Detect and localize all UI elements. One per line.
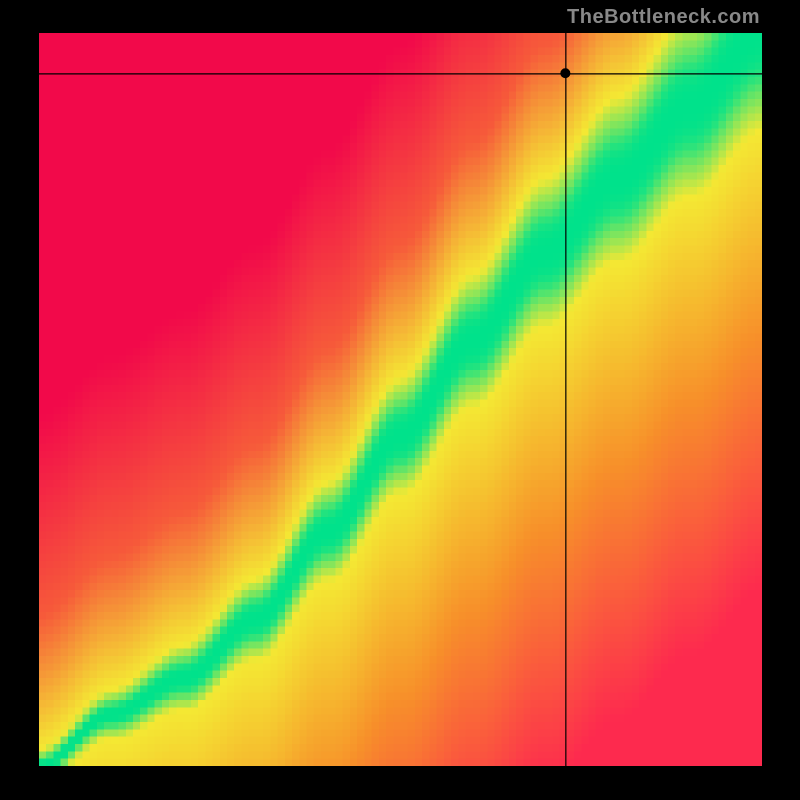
watermark-text: TheBottleneck.com <box>567 6 760 29</box>
marker-overlay <box>39 33 762 766</box>
chart-container: { "watermark": { "text": "TheBottleneck.… <box>0 0 800 800</box>
